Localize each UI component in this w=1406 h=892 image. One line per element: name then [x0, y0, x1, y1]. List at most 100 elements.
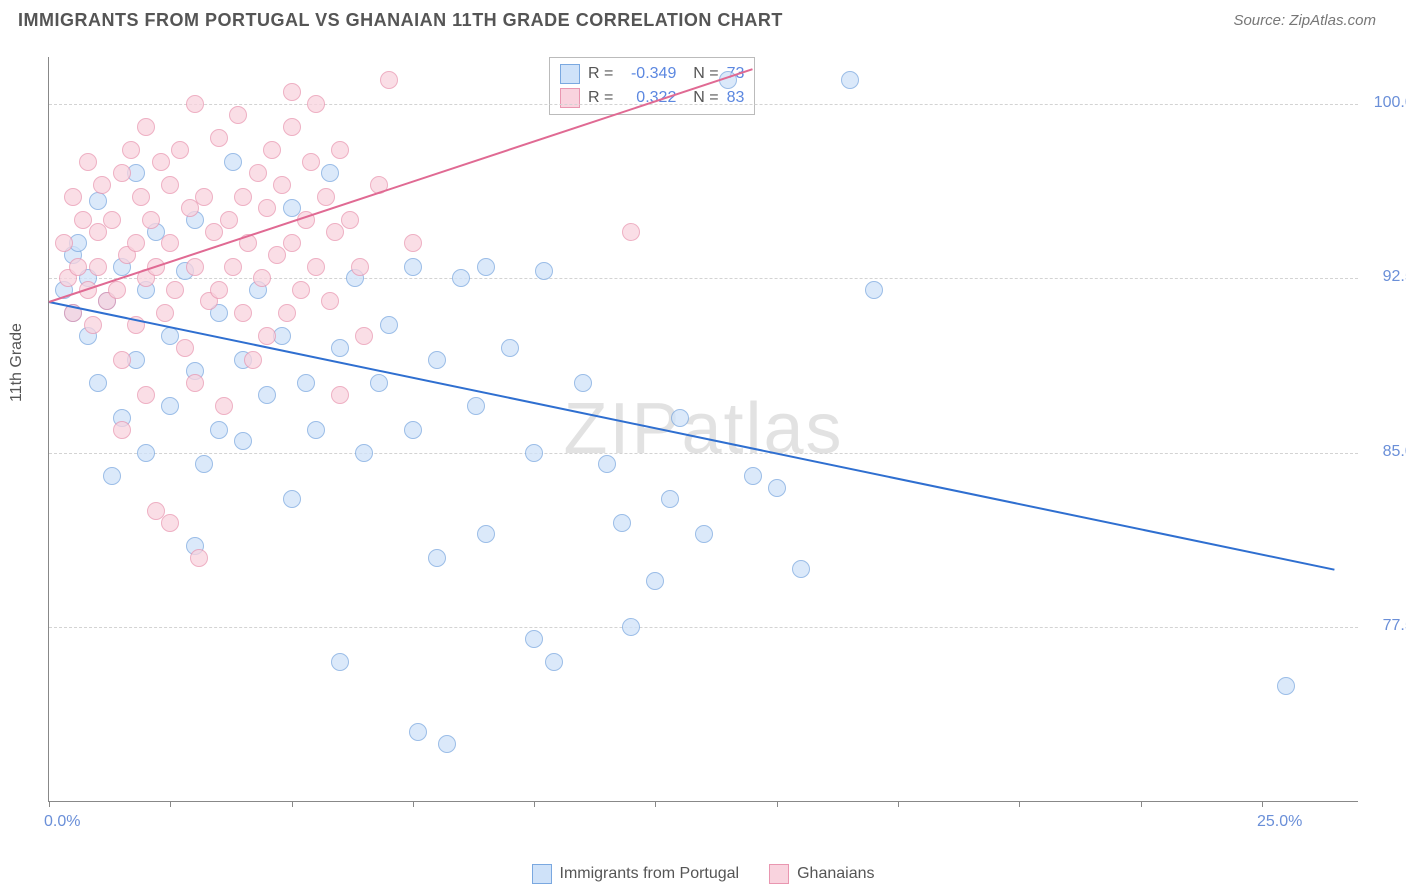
data-point — [142, 211, 160, 229]
data-point — [744, 467, 762, 485]
x-tick — [898, 801, 899, 807]
legend-item: Ghanaians — [769, 864, 874, 884]
x-tick — [534, 801, 535, 807]
data-point — [161, 234, 179, 252]
data-point — [69, 258, 87, 276]
data-point — [622, 223, 640, 241]
data-point — [622, 618, 640, 636]
data-point — [229, 106, 247, 124]
data-point — [695, 525, 713, 543]
data-point — [210, 129, 228, 147]
data-point — [103, 467, 121, 485]
chart-header: IMMIGRANTS FROM PORTUGAL VS GHANAIAN 11T… — [0, 0, 1406, 41]
data-point — [370, 374, 388, 392]
data-point — [253, 269, 271, 287]
data-point — [467, 397, 485, 415]
data-point — [525, 444, 543, 462]
data-point — [258, 199, 276, 217]
data-point — [574, 374, 592, 392]
data-point — [278, 304, 296, 322]
chart-title: IMMIGRANTS FROM PORTUGAL VS GHANAIAN 11T… — [18, 10, 783, 31]
data-point — [768, 479, 786, 497]
x-tick — [1141, 801, 1142, 807]
data-point — [646, 572, 664, 590]
data-point — [186, 374, 204, 392]
legend-label: Ghanaians — [797, 865, 874, 883]
data-point — [598, 455, 616, 473]
x-tick-label: 25.0% — [1257, 813, 1302, 831]
data-point — [331, 339, 349, 357]
data-point — [292, 281, 310, 299]
gridline — [49, 627, 1358, 628]
data-point — [89, 258, 107, 276]
data-point — [234, 188, 252, 206]
data-point — [210, 421, 228, 439]
data-point — [326, 223, 344, 241]
data-point — [661, 490, 679, 508]
data-point — [113, 351, 131, 369]
data-point — [341, 211, 359, 229]
data-point — [156, 304, 174, 322]
x-tick — [1262, 801, 1263, 807]
data-point — [113, 421, 131, 439]
data-point — [186, 258, 204, 276]
data-point — [258, 386, 276, 404]
data-point — [137, 386, 155, 404]
r-value: -0.349 — [621, 65, 676, 83]
y-tick-label: 92.5% — [1368, 268, 1406, 286]
legend-swatch — [560, 88, 580, 108]
source-label: Source: ZipAtlas.com — [1233, 12, 1376, 29]
data-point — [108, 281, 126, 299]
data-point — [258, 327, 276, 345]
data-point — [297, 374, 315, 392]
data-point — [84, 316, 102, 334]
data-point — [452, 269, 470, 287]
data-point — [317, 188, 335, 206]
x-tick — [413, 801, 414, 807]
x-tick — [655, 801, 656, 807]
x-tick-label: 0.0% — [44, 813, 80, 831]
x-tick — [49, 801, 50, 807]
data-point — [404, 258, 422, 276]
data-point — [249, 164, 267, 182]
data-point — [671, 409, 689, 427]
data-point — [93, 176, 111, 194]
correlation-legend-row: R = 0.322 N = 83 — [560, 86, 744, 110]
data-point — [351, 258, 369, 276]
legend-label: Immigrants from Portugal — [560, 865, 740, 883]
data-point — [79, 153, 97, 171]
data-point — [321, 292, 339, 310]
data-point — [137, 444, 155, 462]
data-point — [428, 351, 446, 369]
legend-swatch — [769, 864, 789, 884]
x-tick — [170, 801, 171, 807]
data-point — [404, 421, 422, 439]
data-point — [205, 223, 223, 241]
data-point — [302, 153, 320, 171]
data-point — [55, 234, 73, 252]
data-point — [132, 188, 150, 206]
data-point — [545, 653, 563, 671]
data-point — [224, 258, 242, 276]
legend-swatch — [560, 64, 580, 84]
data-point — [234, 432, 252, 450]
data-point — [210, 281, 228, 299]
data-point — [283, 234, 301, 252]
data-point — [195, 455, 213, 473]
data-point — [234, 304, 252, 322]
data-point — [331, 386, 349, 404]
data-point — [613, 514, 631, 532]
data-point — [1277, 677, 1295, 695]
data-point — [355, 327, 373, 345]
data-point — [273, 176, 291, 194]
data-point — [195, 188, 213, 206]
data-point — [89, 192, 107, 210]
data-point — [525, 630, 543, 648]
data-point — [122, 141, 140, 159]
data-point — [841, 71, 859, 89]
data-point — [477, 525, 495, 543]
data-point — [331, 653, 349, 671]
data-point — [244, 351, 262, 369]
data-point — [307, 95, 325, 113]
data-point — [137, 118, 155, 136]
